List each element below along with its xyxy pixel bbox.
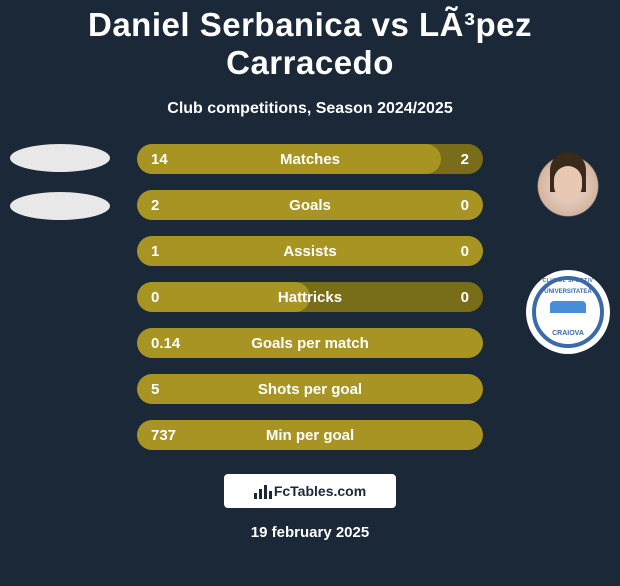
stat-row: 5Shots per goal [137,374,483,404]
player2-avatar [526,144,610,228]
stat-row: 0Hattricks0 [137,282,483,312]
stat-label: Goals [137,197,483,214]
branding-label: FcTables.com [274,483,366,499]
branding-badge[interactable]: FcTables.com [224,474,396,508]
stat-label: Matches [137,151,483,168]
comparison-content: CLUBUL SPORTIV UNIVERSITATEA CRAIOVA 14M… [0,144,620,450]
right-player-column: CLUBUL SPORTIV UNIVERSITATEA CRAIOVA [526,144,610,354]
stat-label: Goals per match [137,335,483,352]
stat-label: Min per goal [137,427,483,444]
stat-row: 1Assists0 [137,236,483,266]
stat-right-value: 0 [461,197,469,214]
stat-row: 737Min per goal [137,420,483,450]
stat-row: 14Matches2 [137,144,483,174]
player1-avatar-placeholder [10,144,110,172]
stat-label: Hattricks [137,289,483,306]
stat-rows: 14Matches22Goals01Assists00Hattricks00.1… [137,144,483,450]
stat-row: 2Goals0 [137,190,483,220]
stat-row: 0.14Goals per match [137,328,483,358]
stat-label: Shots per goal [137,381,483,398]
stat-right-value: 0 [461,289,469,306]
date-label: 19 february 2025 [0,524,620,541]
club-logo-text-bot: CRAIOVA [526,330,610,337]
stat-right-value: 0 [461,243,469,260]
chart-icon [254,483,272,499]
player2-club-logo: CLUBUL SPORTIV UNIVERSITATEA CRAIOVA [526,270,610,354]
stat-label: Assists [137,243,483,260]
page-title: Daniel Serbanica vs LÃ³pez Carracedo [0,6,620,82]
subtitle: Club competitions, Season 2024/2025 [0,100,620,118]
player1-club-placeholder [10,192,110,220]
stat-right-value: 2 [461,151,469,168]
left-player-column [10,144,110,220]
club-logo-text-top: CLUBUL SPORTIV [526,278,610,284]
club-logo-text-mid: UNIVERSITATEA [526,289,610,295]
